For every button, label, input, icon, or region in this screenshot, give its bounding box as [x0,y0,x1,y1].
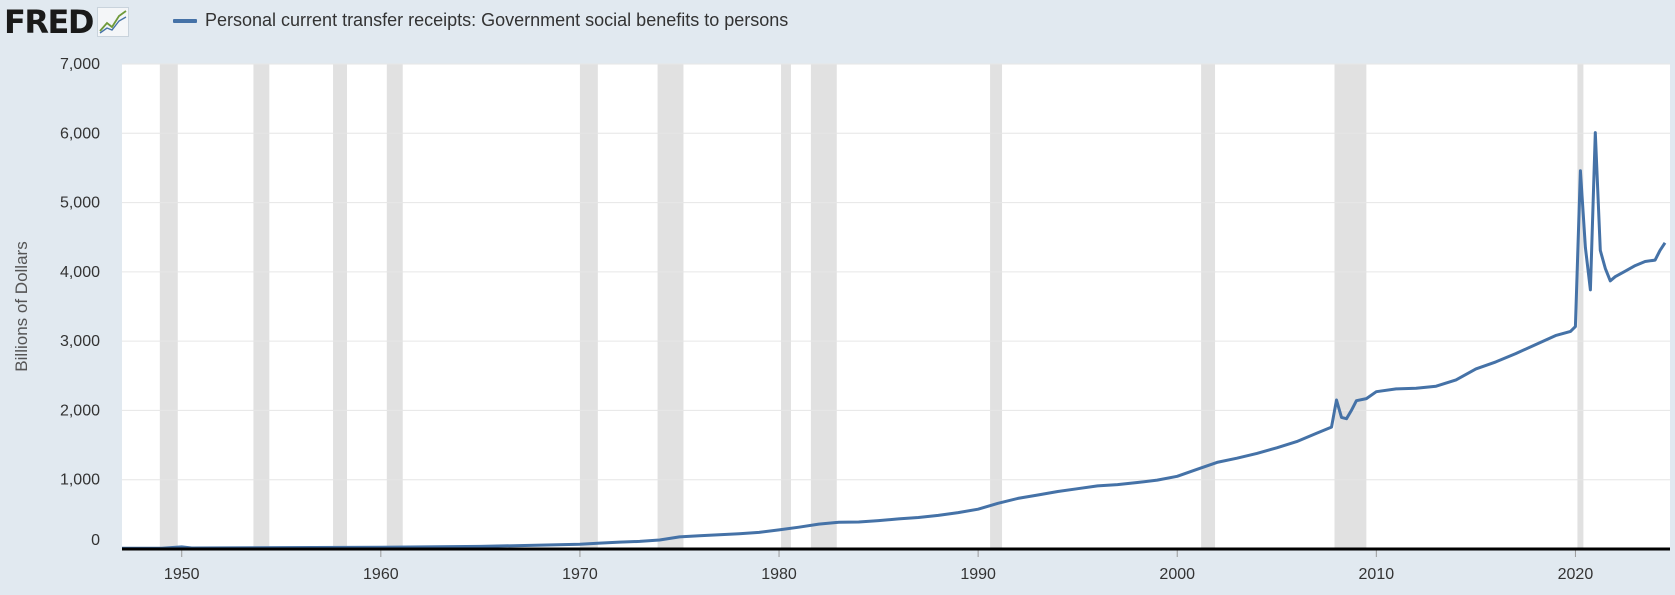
y-tick-label: 6,000 [60,125,100,142]
y-axis-label: Billions of Dollars [12,241,31,371]
x-tick-label: 2000 [1159,566,1195,583]
recession-band-7 [810,64,837,549]
recession-band-5 [657,64,684,549]
recession-band-6 [781,64,791,549]
x-tick-label: 1980 [761,566,797,583]
gridlines [122,63,1670,481]
x-tick-label: 1960 [363,566,399,583]
chart-header: FRED Personal current transfer receipts:… [0,0,1675,42]
x-axis: 1950 1960 1970 1980 1990 2000 2010 2020 [164,549,1593,583]
recession-band-4 [579,64,598,549]
chart-legend[interactable]: Personal current transfer receipts: Gove… [173,10,788,31]
y-tick-label: 4,000 [60,264,100,281]
recession-band-11 [1577,64,1584,549]
recession-band-9 [1201,64,1216,549]
y-tick-label: 3,000 [60,333,100,350]
legend-series-label: Personal current transfer receipts: Gove… [205,10,789,30]
y-axis-tick-labels: 0 1,000 2,000 3,000 4,000 5,000 6,000 7,000 [60,56,100,549]
x-tick-label: 1950 [164,566,200,583]
recession-bands [159,64,1584,549]
y-tick-label: 5,000 [60,195,100,212]
y-tick-label: 7,000 [60,56,100,73]
y-tick-label: 2,000 [60,402,100,419]
recession-band-0 [159,64,178,549]
recession-band-1 [253,64,270,549]
x-tick-label: 1990 [960,566,996,583]
fred-logo[interactable]: FRED [4,3,129,41]
x-tick-label: 2010 [1359,566,1395,583]
recession-band-8 [990,64,1003,549]
y-tick-label: 1,000 [60,472,100,489]
x-tick-label: 2020 [1558,566,1594,583]
series-line[interactable] [121,131,1667,550]
recession-band-2 [333,64,347,549]
plot-area [122,64,1670,549]
fred-line-chart-icon [96,7,129,37]
fred-logo-text: FRED [4,3,94,41]
x-tick-label: 1970 [562,566,598,583]
recession-band-3 [386,64,403,549]
recession-band-10 [1334,64,1367,549]
y-tick-label: 0 [91,532,100,549]
legend-series-swatch [173,18,197,23]
